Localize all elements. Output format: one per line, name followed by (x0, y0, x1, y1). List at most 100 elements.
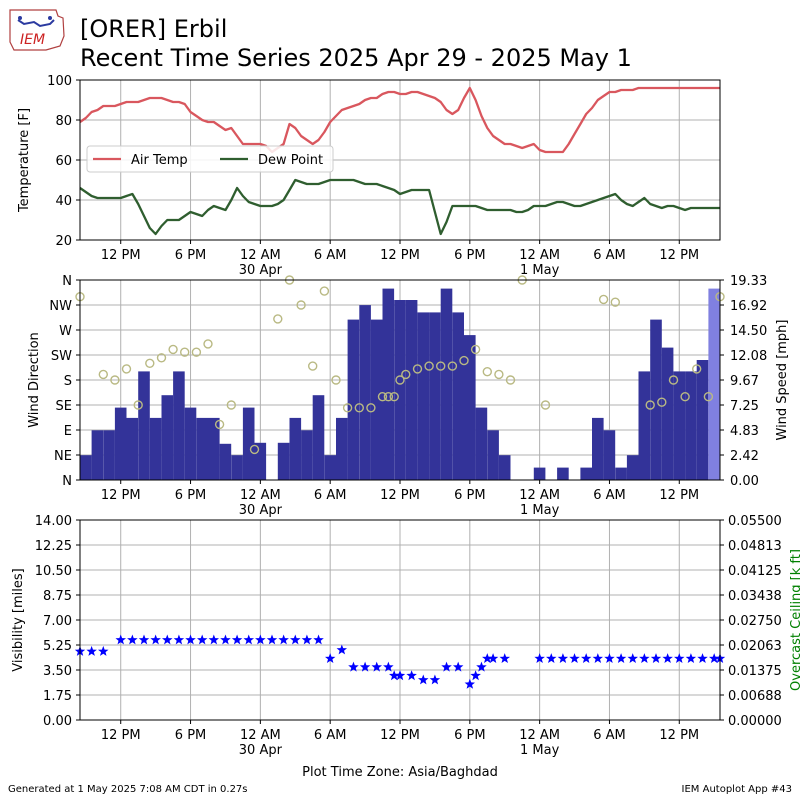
y-tick-label: 7.00 (43, 614, 72, 629)
x-tick-label: 6 AM (314, 248, 347, 263)
wind-direction-point (377, 392, 388, 402)
visibility-point (389, 670, 400, 681)
wind-speed-bar (580, 467, 592, 480)
y-tick-label: 20 (55, 234, 72, 249)
x-tick-label: 6 PM (454, 728, 485, 743)
visibility-point (325, 653, 336, 663)
wind-speed-bar (208, 417, 220, 480)
y2-tick-label: 19.33 (730, 274, 767, 289)
wind-direction-point (703, 392, 714, 402)
x-date-label: 1 May (520, 263, 560, 278)
y-tick-label: NW (49, 299, 72, 314)
wind-speed-bar (638, 371, 651, 480)
wind-speed-bar (196, 417, 208, 480)
x-tick-label: 6 PM (175, 248, 206, 263)
wind-speed-bar (498, 455, 511, 480)
y-tick-label: NE (54, 449, 72, 464)
wind-direction-point (395, 375, 405, 385)
wind-speed-bar (138, 371, 150, 480)
wind-direction-point (203, 339, 213, 349)
y-axis-label: Temperature [F] (17, 108, 32, 213)
wind-direction-point (598, 294, 609, 305)
visibility-point (290, 634, 301, 645)
wind-direction-point (145, 358, 155, 368)
wind-direction-point (389, 392, 399, 402)
visibility-point (336, 644, 347, 655)
wind-speed-bar (650, 319, 662, 480)
x-tick-label: 12 PM (101, 728, 141, 743)
wind-direction-point (308, 361, 318, 371)
wind-direction-point (494, 369, 504, 380)
wind-direction-point (668, 375, 679, 385)
visibility-point (255, 634, 266, 645)
wind-speed-bar (603, 430, 616, 480)
visibility-point (98, 645, 109, 656)
wind-direction-point (470, 344, 481, 355)
y-tick-label: 12.25 (35, 539, 72, 554)
wind-speed-bar (429, 312, 441, 480)
x-tick-label: 12 PM (380, 488, 420, 503)
wind-direction-point (401, 369, 411, 380)
wind-direction-point (482, 367, 492, 377)
y2-tick-label: 9.67 (730, 374, 759, 389)
y2-tick-label: 0.04125 (728, 564, 782, 579)
visibility-point (604, 653, 615, 663)
y2-tick-label: 0.02750 (728, 614, 782, 629)
y-axis-label: Wind Direction (27, 332, 42, 428)
visibility-point (208, 634, 219, 645)
y-tick-label: 10.50 (35, 564, 72, 579)
wind-panel: N NE E SE S SW W NW N 0.00 2.42 4.83 7.25 9.67 12.08 14… (27, 274, 790, 518)
x-tick-label: 12 PM (101, 248, 141, 263)
y-tick-label: N (62, 274, 72, 289)
y2-tick-label: 4.83 (730, 424, 759, 439)
plot-frame (79, 79, 721, 241)
wind-direction-point (98, 369, 109, 380)
iem-logo: IEM (6, 6, 68, 52)
wind-speed-bar (312, 395, 325, 480)
visibility-point (115, 634, 126, 645)
x-tick-label: 6 AM (593, 728, 626, 743)
y2-axis-label: Overcast Ceiling [k ft] (789, 549, 800, 691)
wind-speed-bar (673, 371, 686, 480)
y-tick-label: W (59, 324, 72, 339)
wind-speed-bar (615, 467, 627, 480)
y2-tick-label: 0.01375 (728, 664, 782, 679)
y-tick-label: 3.50 (43, 664, 72, 679)
wind-speed-bar (370, 319, 383, 480)
wind-speed-bar (277, 442, 290, 480)
wind-speed-bar (475, 407, 488, 480)
wind-speed-bar (626, 455, 639, 480)
chart-subtitle: Recent Time Series 2025 Apr 29 - 2025 Ma… (80, 44, 632, 72)
wind-speed-bar (114, 407, 127, 480)
x-tick-label: 6 PM (454, 488, 485, 503)
y-tick-label: 8.75 (43, 589, 72, 604)
wind-speed-bar (161, 395, 174, 480)
wind-speed-bar (359, 305, 371, 480)
wind-speed-bar (242, 407, 255, 480)
wind-direction-point (657, 397, 667, 407)
visibility-point (581, 653, 592, 663)
visibility-point (86, 645, 97, 656)
visibility-point (394, 670, 406, 681)
visibility-point (429, 674, 441, 685)
wind-direction-point (383, 392, 394, 402)
app-id: IEM Autoplot App #43 (681, 784, 792, 795)
x-tick-label: 6 AM (593, 248, 626, 263)
y2-tick-label: 0.00000 (728, 714, 782, 729)
wind-direction-point (156, 353, 167, 363)
x-date-label: 30 Apr (239, 263, 283, 278)
visibility-point (418, 674, 429, 685)
visibility-point (662, 653, 673, 663)
dew-point-line (79, 178, 720, 236)
visibility-point (185, 634, 196, 645)
visibility-point (278, 634, 289, 645)
legend-label-air-temp: Air Temp (131, 153, 188, 168)
x-tick-label: 6 PM (454, 248, 485, 263)
visibility-point (592, 653, 603, 663)
wind-speed-bar (661, 347, 674, 480)
wind-speed-bar (417, 312, 430, 480)
wind-direction-point (447, 361, 458, 371)
visibility-point (674, 653, 685, 663)
wind-direction-point (436, 361, 446, 371)
